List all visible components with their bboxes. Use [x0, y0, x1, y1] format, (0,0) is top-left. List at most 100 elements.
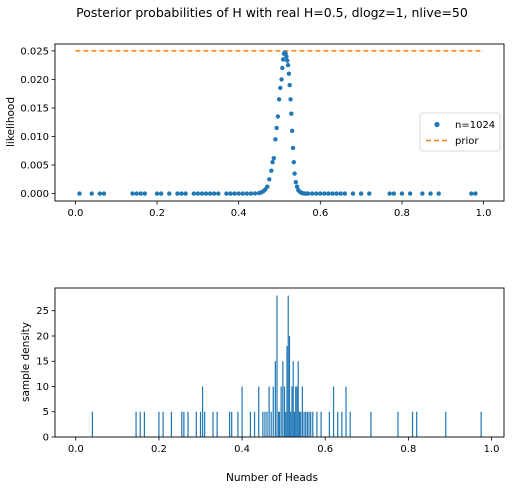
scatter-point: [270, 159, 275, 165]
scatter-point: [399, 191, 405, 196]
scatter-point: [142, 191, 147, 196]
likelihood-y-ticks: 0.000 0.005 0.010 0.015 0.020 0.025: [20, 46, 55, 200]
scatter-point: [158, 191, 164, 196]
scatter-point: [191, 191, 196, 196]
legend-marker-points: [434, 121, 440, 128]
scatter-point: [305, 191, 311, 196]
y-tick-label: 0.000: [20, 189, 49, 200]
y-tick-label: 0.025: [20, 46, 49, 57]
scatter-point: [330, 191, 335, 196]
x-tick-label: 0.4: [234, 444, 250, 455]
scatter-point: [314, 191, 319, 196]
legend-box: [419, 112, 501, 152]
y-tick-label: 5: [43, 407, 49, 418]
histogram-bar: [268, 386, 270, 437]
y-tick-label: 0.020: [20, 75, 49, 86]
histogram-bar: [480, 411, 482, 437]
legend-label-points: n=1024: [455, 120, 495, 131]
histogram-bar: [139, 411, 141, 437]
histogram-bar: [135, 411, 137, 437]
histogram-bar: [316, 411, 318, 437]
histogram-bar: [282, 361, 284, 437]
scatter-point: [285, 62, 291, 68]
scatter-point: [216, 191, 221, 196]
scatter-point: [338, 191, 343, 196]
scatter-point: [292, 171, 297, 176]
scatter-point: [407, 191, 413, 196]
scatter-point: [293, 179, 299, 185]
scatter-point: [77, 191, 82, 196]
scatter-point: [334, 191, 339, 196]
scatter-point: [154, 191, 160, 196]
scatter-point: [280, 57, 286, 62]
scatter-point: [289, 128, 295, 133]
scatter-point: [265, 184, 270, 189]
histogram-bar: [445, 411, 447, 437]
scatter-point: [130, 191, 135, 196]
sample-density-y-axis-label: sample density: [20, 322, 32, 402]
histogram-bar: [280, 386, 282, 437]
scatter-point: [318, 191, 323, 196]
histogram-bar: [204, 411, 206, 437]
histogram-bar: [296, 386, 298, 437]
x-tick-label: 0.8: [394, 208, 410, 219]
histogram-bar: [187, 411, 189, 437]
histogram-bar: [291, 386, 293, 437]
histogram-bar: [249, 411, 251, 437]
histogram-bar: [270, 411, 272, 437]
scatter-point: [342, 191, 348, 196]
histogram-bar: [241, 386, 243, 437]
scatter-point: [294, 184, 300, 189]
histogram-bar: [332, 386, 335, 437]
histogram-bar: [297, 361, 299, 437]
histogram-bar: [308, 411, 310, 437]
scatter-point: [271, 155, 276, 161]
x-tick-label: 1.0: [484, 444, 500, 455]
histogram-bar: [341, 411, 343, 437]
likelihood-plot-frame: [54, 43, 505, 202]
scatter-point: [285, 58, 290, 63]
scatter-point: [240, 191, 245, 196]
scatter-point: [228, 191, 233, 196]
scatter-point: [309, 191, 315, 196]
y-tick-label: 0.015: [20, 103, 49, 114]
y-tick-label: 0: [43, 433, 49, 444]
y-tick-label: 25: [36, 306, 49, 317]
scatter-point: [284, 54, 289, 59]
scatter-point: [276, 97, 282, 102]
histogram-bar: [312, 411, 314, 437]
x-axis-label: Number of Heads: [226, 472, 318, 484]
scatter-point: [358, 191, 364, 196]
scatter-point: [290, 145, 296, 151]
likelihood-x-ticks: 0.0 0.2 0.4 0.6 0.8 1.0: [67, 201, 492, 219]
histogram-bar: [266, 411, 268, 437]
x-tick-label: 0.0: [67, 208, 83, 219]
scatter-point: [387, 191, 392, 196]
legend: n=1024 prior: [419, 112, 501, 152]
scatter-point: [274, 125, 279, 131]
histogram-bar: [264, 411, 266, 437]
histogram-bar: [305, 411, 307, 437]
scatter-point: [203, 191, 209, 196]
histogram-bar: [91, 411, 94, 437]
histogram-bar: [276, 295, 278, 437]
y-tick-label: 15: [36, 357, 49, 368]
x-tick-label: 1.0: [476, 208, 492, 219]
scatter-point: [89, 191, 94, 196]
scatter-point: [278, 85, 283, 91]
histogram-bar: [306, 411, 308, 437]
x-tick-label: 0.2: [151, 444, 167, 455]
histogram-bar: [272, 386, 274, 437]
x-tick-label: 0.8: [400, 444, 416, 455]
scatter-point: [287, 82, 292, 88]
scatter-point: [224, 191, 229, 196]
histogram-bar: [181, 411, 183, 437]
likelihood-y-axis-label: likelihood: [5, 97, 17, 147]
histogram-bar: [253, 411, 256, 437]
histogram-bar: [199, 411, 202, 437]
scatter-point: [252, 191, 258, 196]
histogram-bar: [411, 411, 414, 437]
scatter-point: [367, 191, 372, 196]
histogram-bar: [292, 361, 294, 437]
scatter-point: [288, 97, 293, 102]
